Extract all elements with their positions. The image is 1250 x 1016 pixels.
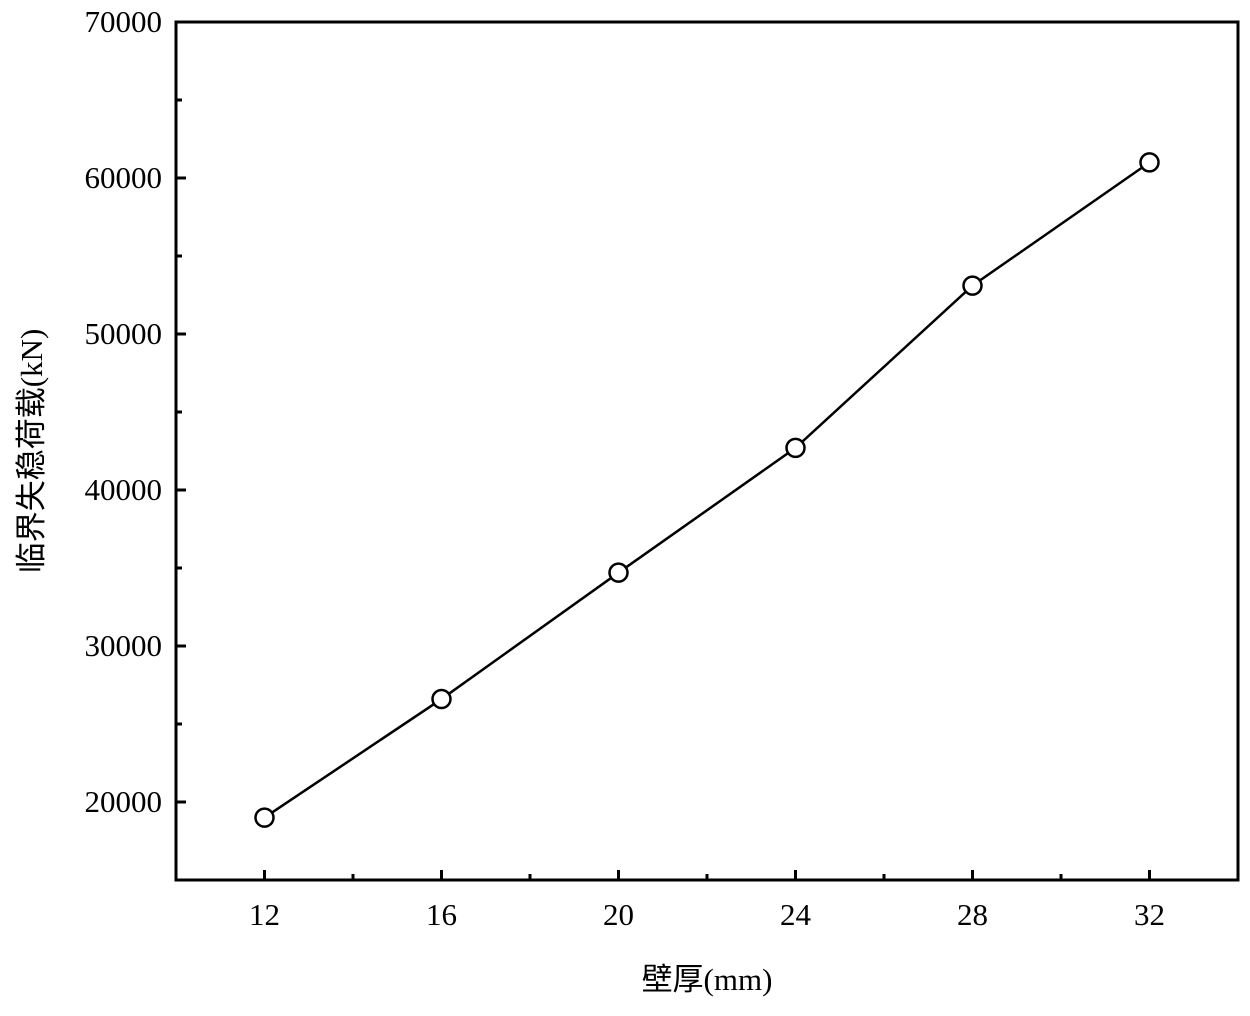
- y-tick-label: 60000: [85, 160, 163, 195]
- y-tick-label: 20000: [85, 784, 163, 819]
- x-tick-label: 12: [249, 897, 280, 932]
- x-axis-label: 壁厚(mm): [642, 962, 773, 997]
- marker: [962, 275, 983, 296]
- marker: [608, 562, 629, 583]
- x-tick-label: 16: [426, 897, 457, 932]
- marker: [1139, 152, 1160, 173]
- x-tick-label: 24: [780, 897, 812, 932]
- y-tick-label: 50000: [85, 316, 163, 351]
- y-axis-label: 临界失稳荷载(kN): [14, 329, 49, 574]
- x-tick-label: 20: [603, 897, 634, 932]
- marker: [254, 807, 275, 828]
- y-tick-label: 70000: [85, 4, 163, 39]
- marker: [785, 437, 806, 459]
- x-tick-label: 32: [1134, 897, 1165, 932]
- plot-frame: [174, 20, 1240, 882]
- y-tick-label: 30000: [85, 628, 163, 663]
- line: [263, 161, 1151, 819]
- marker: [431, 688, 452, 710]
- x-tick-label: 28: [957, 897, 988, 932]
- y-tick-label: 40000: [85, 472, 163, 507]
